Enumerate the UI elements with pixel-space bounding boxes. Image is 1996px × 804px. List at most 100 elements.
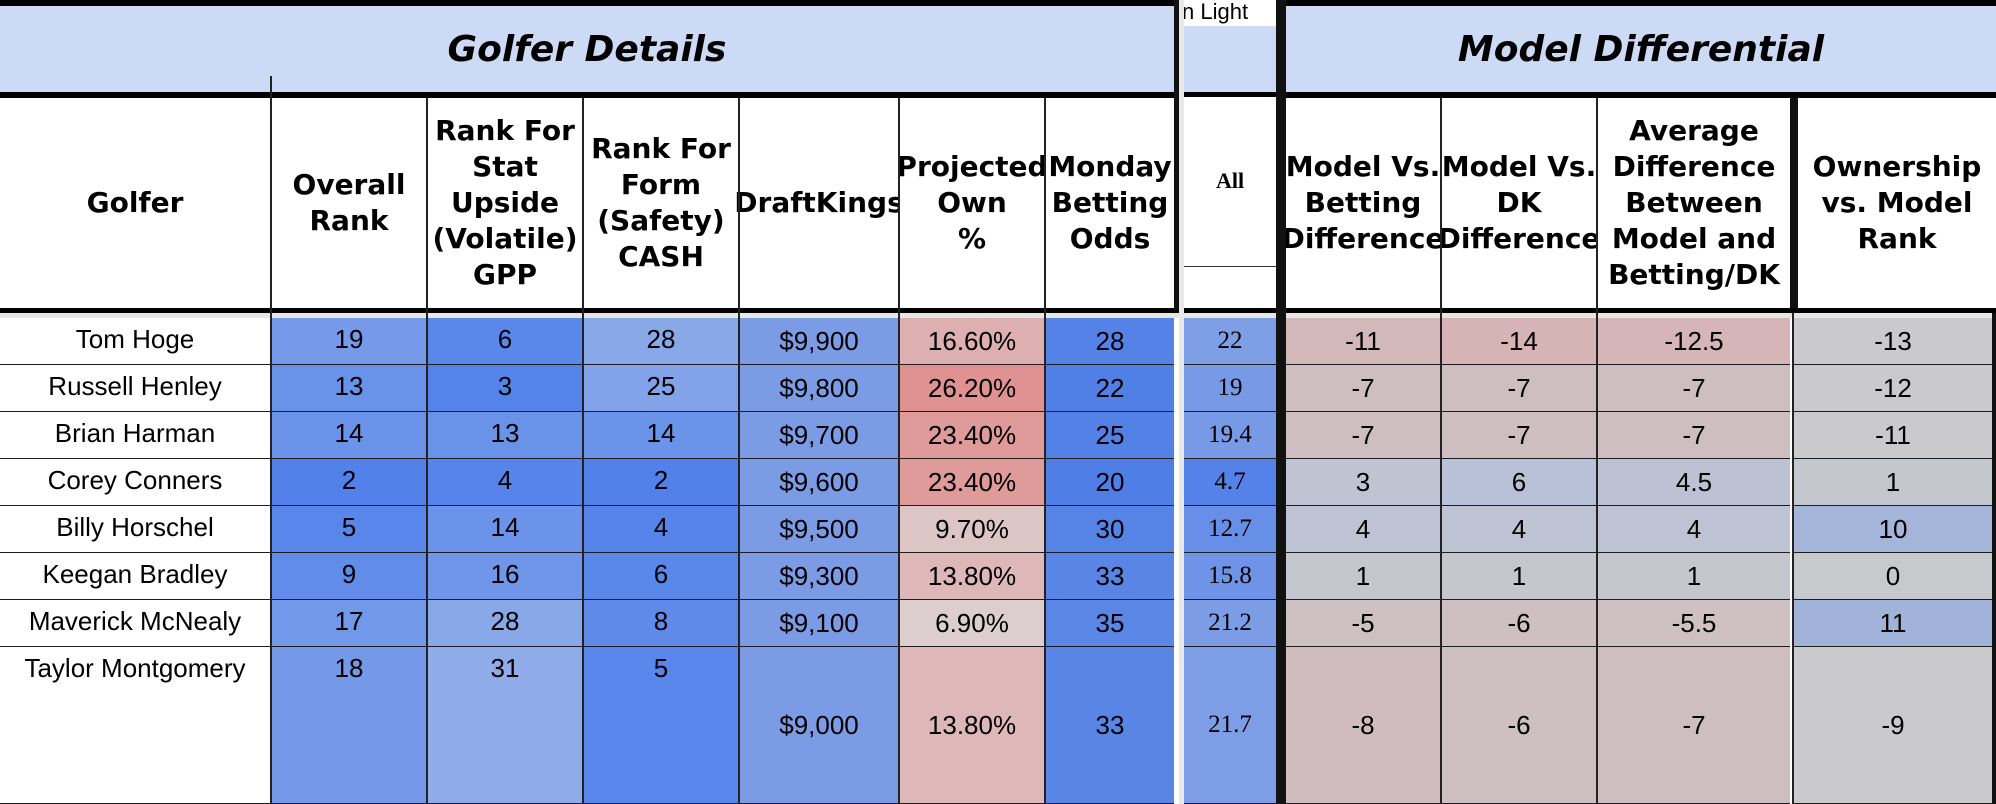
all-cell[interactable]: 21.2 bbox=[1184, 600, 1276, 647]
golfer-name-cell[interactable]: Tom Hoge bbox=[0, 318, 270, 365]
model-vs-dk-cell[interactable]: 6 bbox=[1442, 459, 1596, 506]
stat-upside-cell[interactable]: 6 bbox=[428, 318, 582, 365]
col-header-projected-own[interactable]: Projected Own % bbox=[896, 98, 1048, 308]
ownership-vs-model-cell[interactable]: -13 bbox=[1794, 318, 1992, 365]
projected-own-cell[interactable]: 26.20% bbox=[900, 365, 1044, 412]
col-header-model-vs-dk[interactable]: Model Vs. DK Difference bbox=[1438, 98, 1600, 308]
all-cell[interactable]: 19 bbox=[1184, 365, 1276, 412]
form-safety-cell[interactable]: 4 bbox=[584, 506, 738, 553]
monday-odds-cell[interactable]: 33 bbox=[1046, 553, 1174, 600]
model-vs-betting-cell[interactable]: -11 bbox=[1286, 318, 1440, 365]
stat-upside-cell[interactable]: 28 bbox=[428, 600, 582, 647]
overall-rank-cell[interactable]: 5 bbox=[272, 506, 426, 553]
projected-own-cell[interactable]: 16.60% bbox=[900, 318, 1044, 365]
stat-upside-cell[interactable]: 13 bbox=[428, 412, 582, 459]
model-vs-betting-cell[interactable]: -8 bbox=[1286, 647, 1440, 804]
form-safety-cell[interactable]: 2 bbox=[584, 459, 738, 506]
ownership-vs-model-cell[interactable]: 10 bbox=[1794, 506, 1992, 553]
monday-odds-cell[interactable]: 33 bbox=[1046, 647, 1174, 804]
projected-own-cell[interactable]: 23.40% bbox=[900, 459, 1044, 506]
ownership-vs-model-cell[interactable]: -9 bbox=[1794, 647, 1992, 804]
col-header-average-difference[interactable]: Average Difference Between Model and Bet… bbox=[1598, 98, 1790, 308]
projected-own-cell[interactable]: 23.40% bbox=[900, 412, 1044, 459]
overall-rank-cell[interactable]: 9 bbox=[272, 553, 426, 600]
projected-own-cell[interactable]: 6.90% bbox=[900, 600, 1044, 647]
ownership-vs-model-cell[interactable]: -12 bbox=[1794, 365, 1992, 412]
overall-rank-cell[interactable]: 14 bbox=[272, 412, 426, 459]
ownership-vs-model-cell[interactable]: 1 bbox=[1794, 459, 1992, 506]
stat-upside-cell[interactable]: 4 bbox=[428, 459, 582, 506]
golfer-name-cell[interactable]: Brian Harman bbox=[0, 412, 270, 459]
average-difference-cell[interactable]: -5.5 bbox=[1598, 600, 1790, 647]
average-difference-cell[interactable]: 4.5 bbox=[1598, 459, 1790, 506]
model-vs-dk-cell[interactable]: -6 bbox=[1442, 600, 1596, 647]
model-vs-betting-cell[interactable]: 3 bbox=[1286, 459, 1440, 506]
col-header-all[interactable]: All bbox=[1184, 98, 1276, 264]
all-cell[interactable]: 12.7 bbox=[1184, 506, 1276, 553]
col-header-form-safety[interactable]: Rank For Form (Safety) CASH bbox=[584, 98, 738, 308]
form-safety-cell[interactable]: 6 bbox=[584, 553, 738, 600]
average-difference-cell[interactable]: -7 bbox=[1598, 412, 1790, 459]
ownership-vs-model-cell[interactable]: -11 bbox=[1794, 412, 1992, 459]
golfer-name-cell[interactable]: Russell Henley bbox=[0, 365, 270, 412]
average-difference-cell[interactable]: 1 bbox=[1598, 553, 1790, 600]
all-cell[interactable]: 22 bbox=[1184, 318, 1276, 365]
model-vs-betting-cell[interactable]: 4 bbox=[1286, 506, 1440, 553]
model-vs-betting-cell[interactable]: -7 bbox=[1286, 412, 1440, 459]
draftkings-cell[interactable]: $9,900 bbox=[740, 318, 898, 365]
all-cell[interactable]: 21.7 bbox=[1184, 647, 1276, 804]
model-vs-dk-cell[interactable]: -6 bbox=[1442, 647, 1596, 804]
golfer-name-cell[interactable]: Taylor Montgomery bbox=[0, 647, 270, 804]
stat-upside-cell[interactable]: 31 bbox=[428, 647, 582, 804]
golfer-name-cell[interactable]: Corey Conners bbox=[0, 459, 270, 506]
all-cell[interactable]: 19.4 bbox=[1184, 412, 1276, 459]
col-header-monday-odds[interactable]: Monday Betting Odds bbox=[1046, 98, 1174, 308]
model-vs-dk-cell[interactable]: -7 bbox=[1442, 412, 1596, 459]
draftkings-cell[interactable]: $9,700 bbox=[740, 412, 898, 459]
draftkings-cell[interactable]: $9,100 bbox=[740, 600, 898, 647]
monday-odds-cell[interactable]: 22 bbox=[1046, 365, 1174, 412]
monday-odds-cell[interactable]: 25 bbox=[1046, 412, 1174, 459]
monday-odds-cell[interactable]: 20 bbox=[1046, 459, 1174, 506]
ownership-vs-model-cell[interactable]: 0 bbox=[1794, 553, 1992, 600]
monday-odds-cell[interactable]: 35 bbox=[1046, 600, 1174, 647]
model-vs-betting-cell[interactable]: -5 bbox=[1286, 600, 1440, 647]
col-header-overall-rank[interactable]: Overall Rank bbox=[272, 98, 426, 308]
stat-upside-cell[interactable]: 14 bbox=[428, 506, 582, 553]
monday-odds-cell[interactable]: 28 bbox=[1046, 318, 1174, 365]
monday-odds-cell[interactable]: 30 bbox=[1046, 506, 1174, 553]
projected-own-cell[interactable]: 9.70% bbox=[900, 506, 1044, 553]
col-header-golfer[interactable]: Golfer bbox=[0, 98, 270, 308]
overall-rank-cell[interactable]: 17 bbox=[272, 600, 426, 647]
golfer-name-cell[interactable]: Maverick McNealy bbox=[0, 600, 270, 647]
model-vs-dk-cell[interactable]: 1 bbox=[1442, 553, 1596, 600]
model-vs-betting-cell[interactable]: 1 bbox=[1286, 553, 1440, 600]
model-vs-betting-cell[interactable]: -7 bbox=[1286, 365, 1440, 412]
overall-rank-cell[interactable]: 18 bbox=[272, 647, 426, 804]
average-difference-cell[interactable]: 4 bbox=[1598, 506, 1790, 553]
form-safety-cell[interactable]: 14 bbox=[584, 412, 738, 459]
draftkings-cell[interactable]: $9,500 bbox=[740, 506, 898, 553]
draftkings-cell[interactable]: $9,300 bbox=[740, 553, 898, 600]
overall-rank-cell[interactable]: 19 bbox=[272, 318, 426, 365]
form-safety-cell[interactable]: 8 bbox=[584, 600, 738, 647]
draftkings-cell[interactable]: $9,000 bbox=[740, 647, 898, 804]
model-vs-dk-cell[interactable]: 4 bbox=[1442, 506, 1596, 553]
overall-rank-cell[interactable]: 2 bbox=[272, 459, 426, 506]
all-cell[interactable]: 4.7 bbox=[1184, 459, 1276, 506]
average-difference-cell[interactable]: -7 bbox=[1598, 647, 1790, 804]
form-safety-cell[interactable]: 25 bbox=[584, 365, 738, 412]
col-header-model-vs-betting[interactable]: Model Vs. Betting Difference bbox=[1282, 98, 1444, 308]
golfer-name-cell[interactable]: Keegan Bradley bbox=[0, 553, 270, 600]
model-vs-dk-cell[interactable]: -7 bbox=[1442, 365, 1596, 412]
col-header-stat-upside[interactable]: Rank For Stat Upside (Volatile) GPP bbox=[428, 98, 582, 308]
col-header-draftkings[interactable]: DraftKings bbox=[734, 98, 904, 308]
form-safety-cell[interactable]: 5 bbox=[584, 647, 738, 804]
model-vs-dk-cell[interactable]: -14 bbox=[1442, 318, 1596, 365]
col-header-ownership-vs-model[interactable]: Ownership vs. Model Rank bbox=[1798, 98, 1996, 308]
form-safety-cell[interactable]: 28 bbox=[584, 318, 738, 365]
all-cell[interactable]: 15.8 bbox=[1184, 553, 1276, 600]
stat-upside-cell[interactable]: 16 bbox=[428, 553, 582, 600]
ownership-vs-model-cell[interactable]: 11 bbox=[1794, 600, 1992, 647]
projected-own-cell[interactable]: 13.80% bbox=[900, 647, 1044, 804]
